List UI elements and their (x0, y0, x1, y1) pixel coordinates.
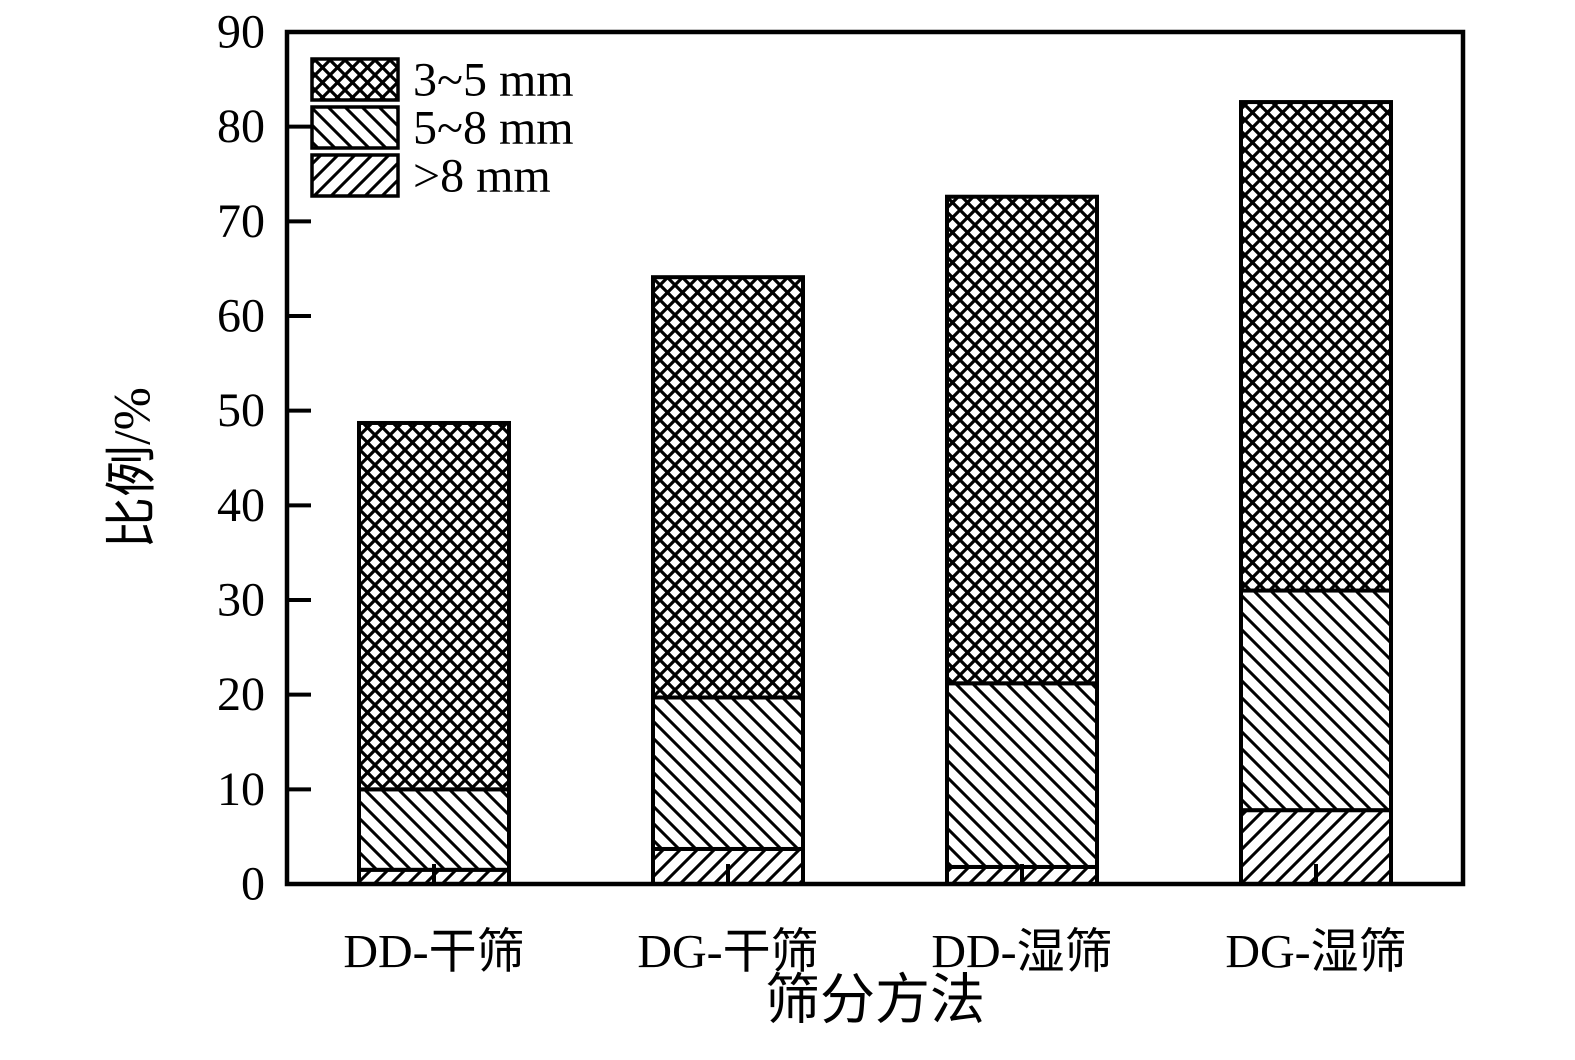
legend-swatch-3-5-mm-icon (310, 57, 400, 102)
y-axis-title: 比例/% (105, 387, 162, 549)
y-tick-label: 0 (241, 858, 265, 911)
bar-dg-segment-5-8-mm (651, 695, 805, 851)
y-tick-label: 90 (217, 6, 265, 59)
y-tick-label: 30 (217, 574, 265, 627)
legend-label-8-mm: >8 mm (413, 150, 551, 203)
x-category-label-dd: DD-湿筛 (931, 926, 1112, 979)
y-tick-label: 50 (217, 384, 265, 437)
x-category-label-dd: DD-干筛 (343, 926, 524, 979)
bar-dg (651, 275, 805, 886)
bar-dd (945, 194, 1099, 887)
bar-dd-segment-5-8-mm (357, 787, 511, 872)
legend-swatch-5-8-mm-icon (310, 105, 400, 150)
y-axis: 0 10 20 30 40 50 60 70 80 90 (217, 6, 311, 911)
y-tick-label: 40 (217, 479, 265, 532)
bar-dg (1239, 100, 1393, 886)
y-tick-label: 10 (217, 763, 265, 816)
legend-label-3-5-mm: 3~5 mm (413, 54, 574, 107)
bar-dg-segment-3-5-mm (651, 275, 805, 700)
plot-frame (284, 29, 1466, 887)
bar-dd-segment-5-8-mm (945, 681, 1099, 869)
y-tick-label: 80 (217, 100, 265, 153)
y-tick-label: 60 (217, 290, 265, 343)
x-category-label-dg: DG-湿筛 (1225, 926, 1406, 979)
bar-dg-segment-5-8-mm (1239, 588, 1393, 813)
y-tick-label: 20 (217, 668, 265, 721)
x-axis-title: 筛分方法 (765, 970, 985, 1031)
bar-dd-segment-3-5-mm (357, 420, 511, 792)
legend-label-5-8-mm: 5~8 mm (413, 102, 574, 155)
bar-dg-segment-3-5-mm (1239, 100, 1393, 593)
legend-swatch-8-mm-icon (310, 153, 400, 198)
y-tick-label: 70 (217, 195, 265, 248)
bar-dd-segment-3-5-mm (945, 194, 1099, 686)
x-category-label-dg: DG-干筛 (637, 926, 818, 979)
bars (357, 100, 1393, 887)
x-axis: DD-干筛 DG-干筛 DD-湿筛 DG-湿筛 (343, 864, 1407, 979)
bar-dd (357, 420, 511, 886)
legend: 3~5 mm5~8 mm>8 mm (310, 54, 574, 203)
